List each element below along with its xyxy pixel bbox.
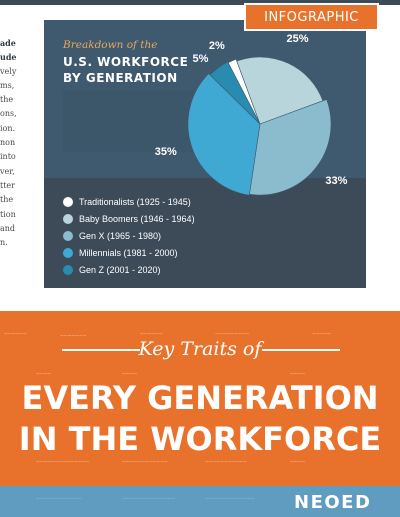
banner-kicker: Key Traits of — [138, 338, 262, 360]
left-column-line: the — [0, 195, 14, 205]
faded-decor-text: ~~~~~~~ — [60, 333, 87, 340]
faded-decor-text: ~~~~~~~~~ — [215, 331, 250, 338]
left-column-line: tion — [0, 209, 16, 219]
banner-title-line1: EVERY GENERATION — [21, 379, 379, 417]
legend-item: Gen Z (2001 - 2020) — [63, 261, 195, 278]
chart-kicker: Breakdown of the — [63, 39, 158, 51]
left-column-line: n. — [0, 238, 8, 248]
pie-percent-label: 2% — [208, 40, 225, 52]
faded-decor-text: ~~~~~~ — [140, 331, 163, 338]
left-column-line: ms, — [0, 80, 15, 90]
pie-slice — [249, 99, 332, 196]
banner-title-line2: IN THE WORKFORCE — [18, 420, 382, 458]
left-column-line: and — [0, 223, 16, 233]
legend-label: Traditionalists (1925 - 1945) — [79, 196, 191, 207]
pie-percent-label: 35% — [154, 146, 177, 159]
pie-percent-label: 5% — [192, 52, 209, 65]
legend-item: Baby Boomers (1946 - 1964) — [63, 210, 195, 227]
left-column-line: non — [0, 138, 16, 148]
chart-headline-line2: BY GENERATION — [63, 71, 178, 85]
legend-label: Gen X (1965 - 1980) — [79, 230, 162, 241]
brand-logo: NEOED — [294, 492, 372, 513]
faded-decor-text: ~~~~ — [36, 371, 52, 378]
left-column-line: ude — [0, 52, 17, 63]
footer-bar: ~~~~~~~~~~~~ ~~~~~~~~~~~~~~ ~~~~~~~~~~~~… — [0, 486, 400, 517]
faded-background-block — [63, 90, 198, 152]
legend-swatch — [63, 247, 73, 258]
left-column-line: ver, — [0, 166, 15, 176]
left-column-line: ons, — [0, 109, 17, 119]
chart-legend: Traditionalists (1925 - 1945) Baby Boomer… — [63, 193, 195, 278]
legend-label: Gen Z (2001 - 2020) — [79, 264, 161, 275]
left-column-line: into — [0, 152, 16, 162]
left-column-text: ade ude vely ms, the ons, ion. non into ver, tter t… — [0, 36, 20, 250]
legend-item: Gen X (1965 - 1980) — [63, 227, 195, 244]
badge-label: INFOGRAPHIC — [264, 9, 359, 25]
faded-decor-text: ~~~~~~~~~~~~~~ — [122, 496, 176, 503]
legend-item: Traditionalists (1925 - 1945) — [63, 193, 195, 210]
faded-decor-text: ~~~~~ — [312, 331, 331, 338]
legend-item: Millennials (1981 - 2000) — [63, 244, 195, 261]
legend-swatch — [63, 196, 73, 207]
faded-decor-text: ~~~~~~~~~~~ — [205, 459, 247, 466]
pie-percent-label: 25% — [286, 33, 309, 46]
faded-decor-text: ~~~~~~~~~~~~ — [122, 459, 168, 466]
faded-decor-text: ~~~~~~~~~~~~ — [36, 496, 82, 503]
infographic-badge: INFOGRAPHIC — [244, 3, 379, 31]
kicker-rule-right — [262, 349, 340, 351]
left-column-line: the — [0, 95, 14, 105]
key-traits-banner: ~~~~~~ ~~~~~~~ ~~~~~~ ~~~~~~~~~ ~~~~~ ~~… — [0, 311, 400, 486]
legend-swatch — [63, 213, 73, 224]
faded-decor-text: ~~~~ — [290, 371, 306, 378]
faded-decor-text: ~~~~ — [122, 371, 138, 378]
faded-decor-text: ~~~~~~~~~~~~~ — [205, 496, 255, 503]
left-column-line: ade — [0, 38, 16, 48]
faded-decor-text: ~~~~~~~~~~~~~~ — [36, 459, 90, 466]
legend-label: Baby Boomers (1946 - 1964) — [79, 213, 195, 224]
left-column-line: ion. — [0, 123, 16, 133]
card-legend-panel — [44, 178, 366, 288]
legend-swatch — [63, 264, 73, 275]
left-column-line: tter — [0, 180, 15, 190]
top-strip — [0, 0, 400, 5]
pie-percent-label: 33% — [325, 175, 348, 188]
legend-label: Millennials (1981 - 2000) — [79, 247, 178, 258]
chart-headline-line1: U.S. WORKFORCE — [63, 55, 189, 69]
pie-slice — [236, 56, 324, 125]
faded-decor-text: ~~~~~~ — [4, 331, 27, 338]
kicker-rule-left — [62, 349, 140, 351]
pie-slice — [187, 73, 261, 196]
pie-slice — [209, 61, 261, 125]
faded-decor-text: ~~~~ — [290, 459, 306, 466]
legend-swatch — [63, 230, 73, 241]
left-column-line: vely — [0, 66, 17, 76]
